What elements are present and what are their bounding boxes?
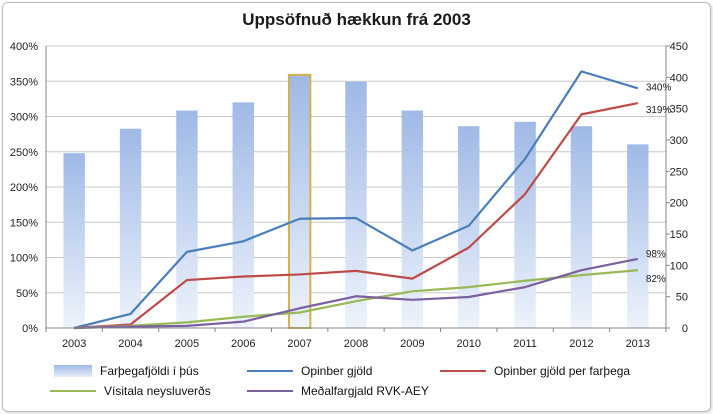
bar-farthegafjoldi — [119, 128, 142, 328]
right-axis-tick-label: 200 — [670, 198, 688, 210]
bar-farthegafjoldi — [401, 110, 424, 329]
line-series-0 — [73, 70, 639, 330]
data-label: 82% — [646, 274, 666, 285]
legend-swatch — [247, 370, 293, 372]
chart-legend: Farþegafjöldi í þús Opinber gjöld Opinber … — [0, 356, 713, 406]
x-axis-tick-label: 2004 — [118, 338, 142, 350]
bar-farthegafjoldi — [514, 121, 536, 329]
bar-farthegafjoldi — [570, 126, 593, 328]
legend-item: Meðalfargjald RVK-AEY — [247, 384, 429, 398]
bar-farthegafjoldi — [63, 153, 85, 328]
right-axis-tick-label: 400 — [670, 72, 688, 84]
x-axis-tick-label: 2012 — [569, 338, 593, 350]
legend-item: Vísitala neysluverðs — [50, 384, 211, 398]
left-axis-tick-label: 250% — [10, 147, 38, 159]
legend-swatch — [247, 390, 293, 392]
legend-label: Opinber gjöld — [301, 364, 373, 378]
legend-swatch — [54, 365, 92, 377]
right-axis-tick-label: 300 — [670, 135, 688, 147]
left-axis-tick-label: 150% — [10, 217, 38, 229]
right-axis-tick-label: 50 — [676, 292, 688, 304]
legend-label: Meðalfargjald RVK-AEY — [301, 384, 429, 398]
x-axis-tick-label: 2007 — [287, 338, 311, 350]
data-label: 319% — [646, 105, 672, 116]
bar-farthegafjoldi — [627, 144, 649, 328]
x-axis-tick-label: 2013 — [626, 338, 650, 350]
x-axis-tick-label: 2010 — [456, 338, 480, 350]
x-axis-tick-label: 2009 — [400, 338, 424, 350]
left-axis-tick-label: 100% — [10, 253, 38, 265]
line-series-2 — [74, 269, 638, 330]
right-axis-tick-label: 100 — [670, 260, 688, 272]
right-axis-tick-label: 250 — [670, 166, 688, 178]
bar-farthegafjoldi — [458, 126, 480, 328]
right-axis-tick-label: 350 — [670, 104, 688, 116]
data-label: 98% — [646, 249, 666, 260]
legend-item: Opinber gjöld per farþega — [440, 364, 630, 378]
legend-label: Opinber gjöld per farþega — [494, 364, 631, 378]
legend-item: Farþegafjöldi í þús — [50, 364, 199, 378]
data-label: 340% — [646, 82, 672, 93]
x-axis-tick-label: 2006 — [231, 338, 255, 350]
left-axis-tick-label: 0% — [22, 323, 38, 335]
line-series-3 — [74, 257, 639, 330]
legend-swatch — [440, 370, 486, 372]
bar-farthegafjoldi — [232, 102, 254, 329]
left-axis-tick-label: 350% — [10, 76, 38, 88]
legend-label: Vísitala neysluverðs — [104, 384, 211, 398]
bar-farthegafjoldi — [176, 110, 198, 329]
bar-farthegafjoldi — [345, 81, 367, 328]
x-axis-tick-label: 2005 — [175, 338, 199, 350]
chart-title: Uppsöfnuð hækkun frá 2003 — [242, 10, 471, 29]
legend-label: Farþegafjöldi í þús — [100, 364, 199, 378]
line-series-1 — [74, 102, 639, 330]
left-axis-tick-label: 300% — [10, 112, 38, 124]
right-axis-tick-label: 0 — [682, 323, 688, 335]
x-axis-tick-label: 2008 — [344, 338, 368, 350]
legend-swatch — [50, 390, 96, 392]
right-axis-tick-label: 150 — [670, 229, 688, 241]
bar-farthegafjoldi — [287, 73, 312, 330]
x-axis-tick-label: 2011 — [513, 338, 537, 350]
legend-item: Opinber gjöld — [247, 364, 372, 378]
x-axis-tick-label: 2003 — [62, 338, 86, 350]
left-axis-tick-label: 400% — [10, 41, 38, 53]
left-axis-tick-label: 200% — [10, 182, 38, 194]
right-axis-tick-label: 450 — [670, 41, 688, 53]
left-axis-tick-label: 50% — [16, 288, 38, 300]
